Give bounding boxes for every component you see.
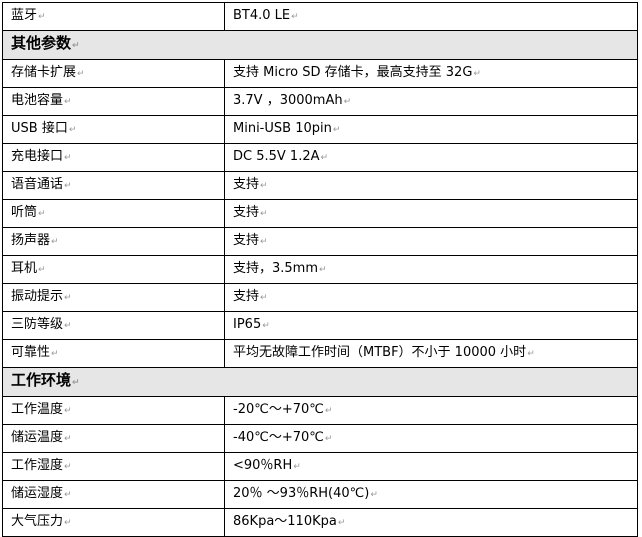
spec-value: 86Kpa～110Kpa <box>233 514 345 529</box>
spec-value: 支持 Micro SD 存储卡，最高支持至 32G <box>233 65 481 80</box>
spec-label: 工作湿度 <box>11 458 72 473</box>
spec-value: 支持 <box>233 205 268 220</box>
spec-value: <90％RH <box>233 458 301 473</box>
table-row: 工作湿度 <90％RH <box>2 452 638 481</box>
spec-label: 工作温度 <box>11 402 72 417</box>
table-row: 工作温度 -20℃～+70℃ <box>2 396 638 425</box>
spec-label: 耳机 <box>11 261 46 276</box>
spec-value: 支持 <box>233 289 268 304</box>
table-row: 听筒 支持 <box>2 199 638 228</box>
spec-label: 可靠性 <box>11 345 59 360</box>
spec-value: -20℃～+70℃ <box>233 402 332 417</box>
table-row: 可靠性 平均无故障工作时间（MTBF）不小于 10000 小时 <box>2 339 638 368</box>
table-row: 语音通话 支持 <box>2 171 638 200</box>
spec-value: 平均无故障工作时间（MTBF）不小于 10000 小时 <box>233 345 535 360</box>
section-title: 工作环境 <box>11 371 80 389</box>
table-row: 电池容量 3.7V ，3000mAh <box>2 87 638 116</box>
spec-label: 蓝牙 <box>11 8 46 23</box>
spec-value: IP65 <box>233 317 270 332</box>
spec-label: 储运湿度 <box>11 486 72 501</box>
spec-value: -40℃～+70℃ <box>233 430 332 445</box>
table-row: USB 接口 Mini-USB 10pin <box>2 115 638 144</box>
table-row: 充电接口 DC 5.5V 1.2A <box>2 143 638 172</box>
spec-label: USB 接口 <box>11 121 76 136</box>
spec-label: 振动提示 <box>11 289 72 304</box>
spec-value: 支持 <box>233 233 268 248</box>
spec-value: BT4.0 LE <box>233 8 299 23</box>
spec-label: 储运温度 <box>11 430 72 445</box>
section-header: 工作环境 <box>2 367 638 397</box>
spec-value: Mini-USB 10pin <box>233 121 340 136</box>
spec-label: 大气压力 <box>11 514 72 529</box>
table-row: 三防等级 IP65 <box>2 311 638 340</box>
spec-label: 电池容量 <box>11 93 72 108</box>
spec-value: DC 5.5V 1.2A <box>233 149 328 164</box>
table-row: 扬声器 支持 <box>2 227 638 256</box>
spec-value: 支持 <box>233 177 268 192</box>
table-row: 蓝牙 BT4.0 LE <box>2 2 638 31</box>
spec-label: 三防等级 <box>11 317 72 332</box>
section-header: 其他参数 <box>2 30 638 60</box>
table-row: 储运湿度 20％ ～93％RH(40℃) <box>2 480 638 509</box>
spec-label: 存储卡扩展 <box>11 65 85 80</box>
spec-label: 充电接口 <box>11 149 72 164</box>
table-row: 耳机 支持，3.5mm <box>2 255 638 284</box>
spec-value: 3.7V ，3000mAh <box>233 93 351 108</box>
spec-value: 支持，3.5mm <box>233 261 327 276</box>
spec-label: 扬声器 <box>11 233 59 248</box>
table-row: 振动提示 支持 <box>2 283 638 312</box>
spec-label: 听筒 <box>11 205 46 220</box>
table-row: 储运温度 -40℃～+70℃ <box>2 424 638 453</box>
table-row: 大气压力 86Kpa～110Kpa <box>2 508 638 537</box>
section-title: 其他参数 <box>11 34 80 52</box>
table-row: 存储卡扩展 支持 Micro SD 存储卡，最高支持至 32G <box>2 59 638 88</box>
spec-label: 语音通话 <box>11 177 72 192</box>
spec-value: 20％ ～93％RH(40℃) <box>233 486 378 501</box>
